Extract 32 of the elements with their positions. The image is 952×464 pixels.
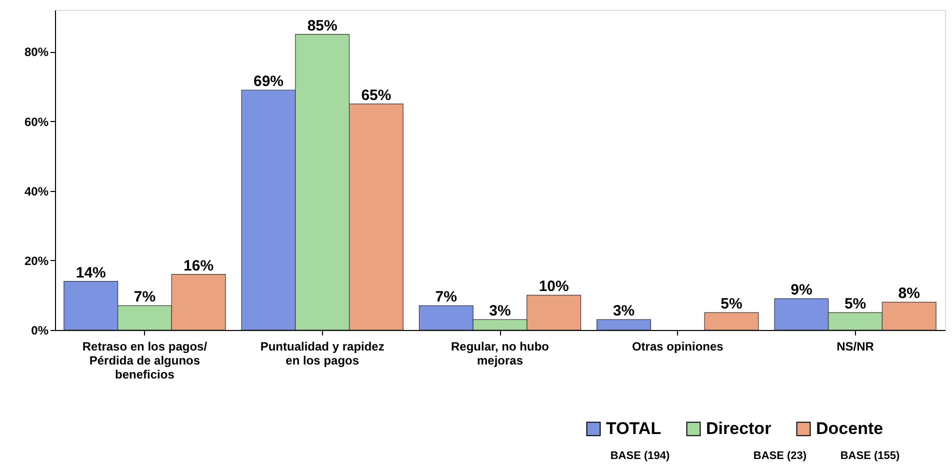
text: BASE (194) bbox=[610, 450, 670, 462]
data-label: 9% bbox=[790, 282, 812, 299]
x-tick-label: Retraso en los pagos/ Pérdida de algunos beneficios bbox=[82, 340, 208, 382]
data-label: 3% bbox=[612, 302, 635, 320]
y-tick-label: 20% bbox=[24, 254, 49, 268]
text: BASE (23) bbox=[753, 450, 807, 462]
y-tick-label: 0% bbox=[31, 324, 49, 338]
bar bbox=[596, 319, 652, 330]
x-tick-label: Puntualidad y rapidez en los pagos bbox=[260, 340, 384, 368]
data-label: 69% bbox=[253, 73, 284, 90]
x-tick-label: Otras opiniones bbox=[632, 340, 724, 354]
data-label: 3% bbox=[489, 302, 511, 320]
y-tick-label: 40% bbox=[24, 184, 49, 198]
data-label: 14% bbox=[76, 264, 106, 282]
data-label: 10% bbox=[538, 278, 569, 296]
data-label: 8% bbox=[898, 285, 920, 302]
data-label: 7% bbox=[435, 288, 457, 306]
data-label: 16% bbox=[184, 257, 214, 274]
data-label: 5% bbox=[844, 296, 866, 313]
x-tick-label: NS/NR bbox=[836, 340, 874, 354]
data-label: 7% bbox=[134, 288, 156, 306]
y-tick-label: 60% bbox=[24, 114, 49, 129]
data-label: 5% bbox=[720, 296, 742, 313]
x-tick-label: Regular, no hubo mejoras bbox=[451, 340, 549, 368]
legend-label: Director bbox=[706, 418, 772, 438]
text: BASE (155) bbox=[840, 450, 900, 462]
data-label: 65% bbox=[361, 86, 392, 104]
legend-label: TOTAL bbox=[606, 418, 662, 438]
y-tick-label: 80% bbox=[24, 45, 49, 60]
data-label: 85% bbox=[307, 17, 338, 34]
legend-label: Docente bbox=[816, 418, 884, 438]
bar bbox=[704, 312, 759, 330]
